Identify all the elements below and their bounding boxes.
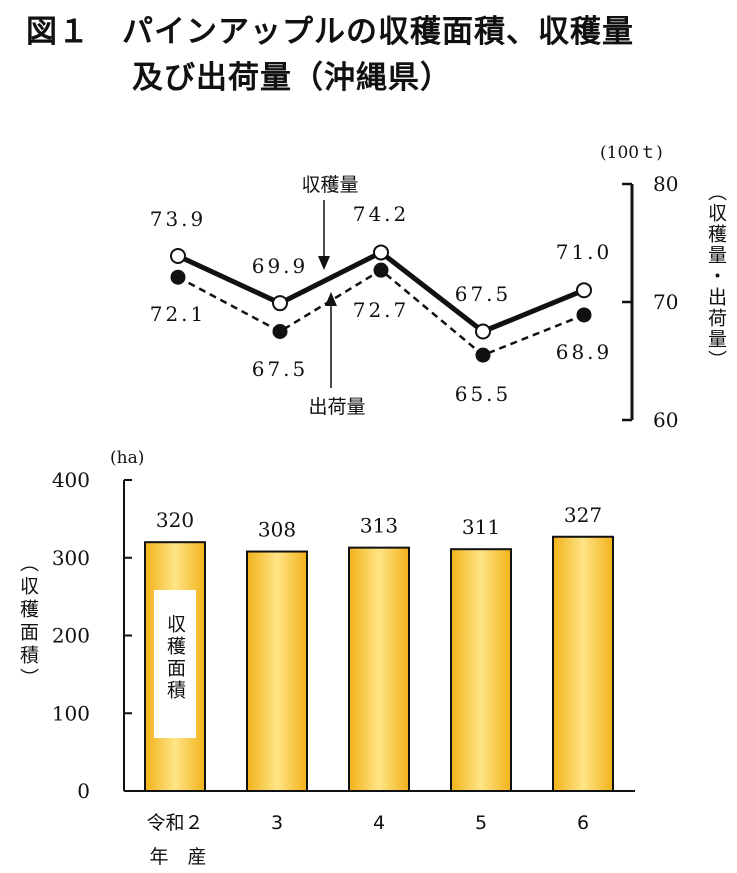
bar-y-tick-label: 100 xyxy=(52,701,90,725)
x-category-label: 6 xyxy=(577,812,589,834)
shipment-data-label: 72.1 xyxy=(150,302,207,326)
bar xyxy=(552,535,614,792)
harvest-point xyxy=(373,244,389,261)
bar xyxy=(450,548,512,793)
x-axis-sublabel: 年 産 xyxy=(149,846,206,868)
line-unit-label: (100ｔ) xyxy=(600,143,663,163)
harvest-point xyxy=(475,323,491,340)
harvest-data-label: 69.9 xyxy=(252,254,309,278)
shipment-point xyxy=(373,262,389,278)
bar-y-tick-label: 200 xyxy=(52,624,90,648)
line-y-axis-label: （収穫量・出荷量） xyxy=(705,182,727,371)
bar-value-label: 320 xyxy=(156,508,194,532)
shipment-point xyxy=(272,324,288,339)
shipment-data-label: 65.5 xyxy=(455,382,512,406)
bar-y-tick-label: 400 xyxy=(52,468,90,492)
line-y-tick-label: 70 xyxy=(653,290,678,314)
bar-y-tick-label: 300 xyxy=(52,546,90,570)
harvest-point xyxy=(272,295,288,312)
harvest-data-label: 73.9 xyxy=(150,207,207,231)
bar-y-tick-label: 0 xyxy=(77,779,90,803)
line-y-tick-label: 80 xyxy=(653,172,678,196)
bar-inset-label: 収穫面積 xyxy=(164,614,186,702)
x-category-label: 5 xyxy=(475,812,487,834)
harvest-data-label: 67.5 xyxy=(455,282,512,306)
bar-inset-box xyxy=(154,590,196,738)
shipment-arrow-head xyxy=(325,292,337,306)
line-chart: 80 70 60 (100ｔ) （収穫量・出荷量） 73.9 69.9 74.2 67.5 71.… xyxy=(150,143,727,432)
chart-title-line2: 及び出荷量（沖縄県） xyxy=(132,60,452,96)
x-category-label: 3 xyxy=(271,812,283,834)
harvest-point xyxy=(576,282,592,299)
harvest-point xyxy=(170,247,186,264)
shipment-series-label: 出荷量 xyxy=(308,396,365,418)
shipment-point xyxy=(475,347,491,363)
harvest-series-label: 収穫量 xyxy=(301,174,358,196)
x-category-label: 4 xyxy=(373,812,385,834)
shipment-point xyxy=(576,307,592,323)
shipment-data-label: 68.9 xyxy=(556,340,613,364)
shipment-data-label: 67.5 xyxy=(252,357,309,381)
shipment-point xyxy=(170,269,186,285)
bar-chart: 400 300 200 100 0 (ha) （収穫面積） 320 令和２ 308 3 313 4 311… xyxy=(17,448,635,868)
harvest-arrow-head xyxy=(318,256,330,270)
harvest-data-label: 74.2 xyxy=(353,202,410,226)
shipment-data-label: 72.7 xyxy=(353,298,410,322)
bar-value-label: 313 xyxy=(360,514,398,538)
bar-unit-label: (ha) xyxy=(110,448,144,468)
chart-title-line1: 図１ パインアップルの収穫面積、収穫量 xyxy=(26,14,634,50)
bar-value-label: 311 xyxy=(462,515,500,539)
bar-value-label: 308 xyxy=(258,518,296,542)
line-y-tick-label: 60 xyxy=(653,408,678,432)
x-category-label: 令和２ xyxy=(146,812,203,834)
bar xyxy=(246,550,308,793)
bar-value-label: 327 xyxy=(564,503,602,527)
harvest-data-label: 71.0 xyxy=(556,240,613,264)
bar xyxy=(348,546,410,793)
bar-y-axis-label: （収穫面積） xyxy=(17,553,39,691)
